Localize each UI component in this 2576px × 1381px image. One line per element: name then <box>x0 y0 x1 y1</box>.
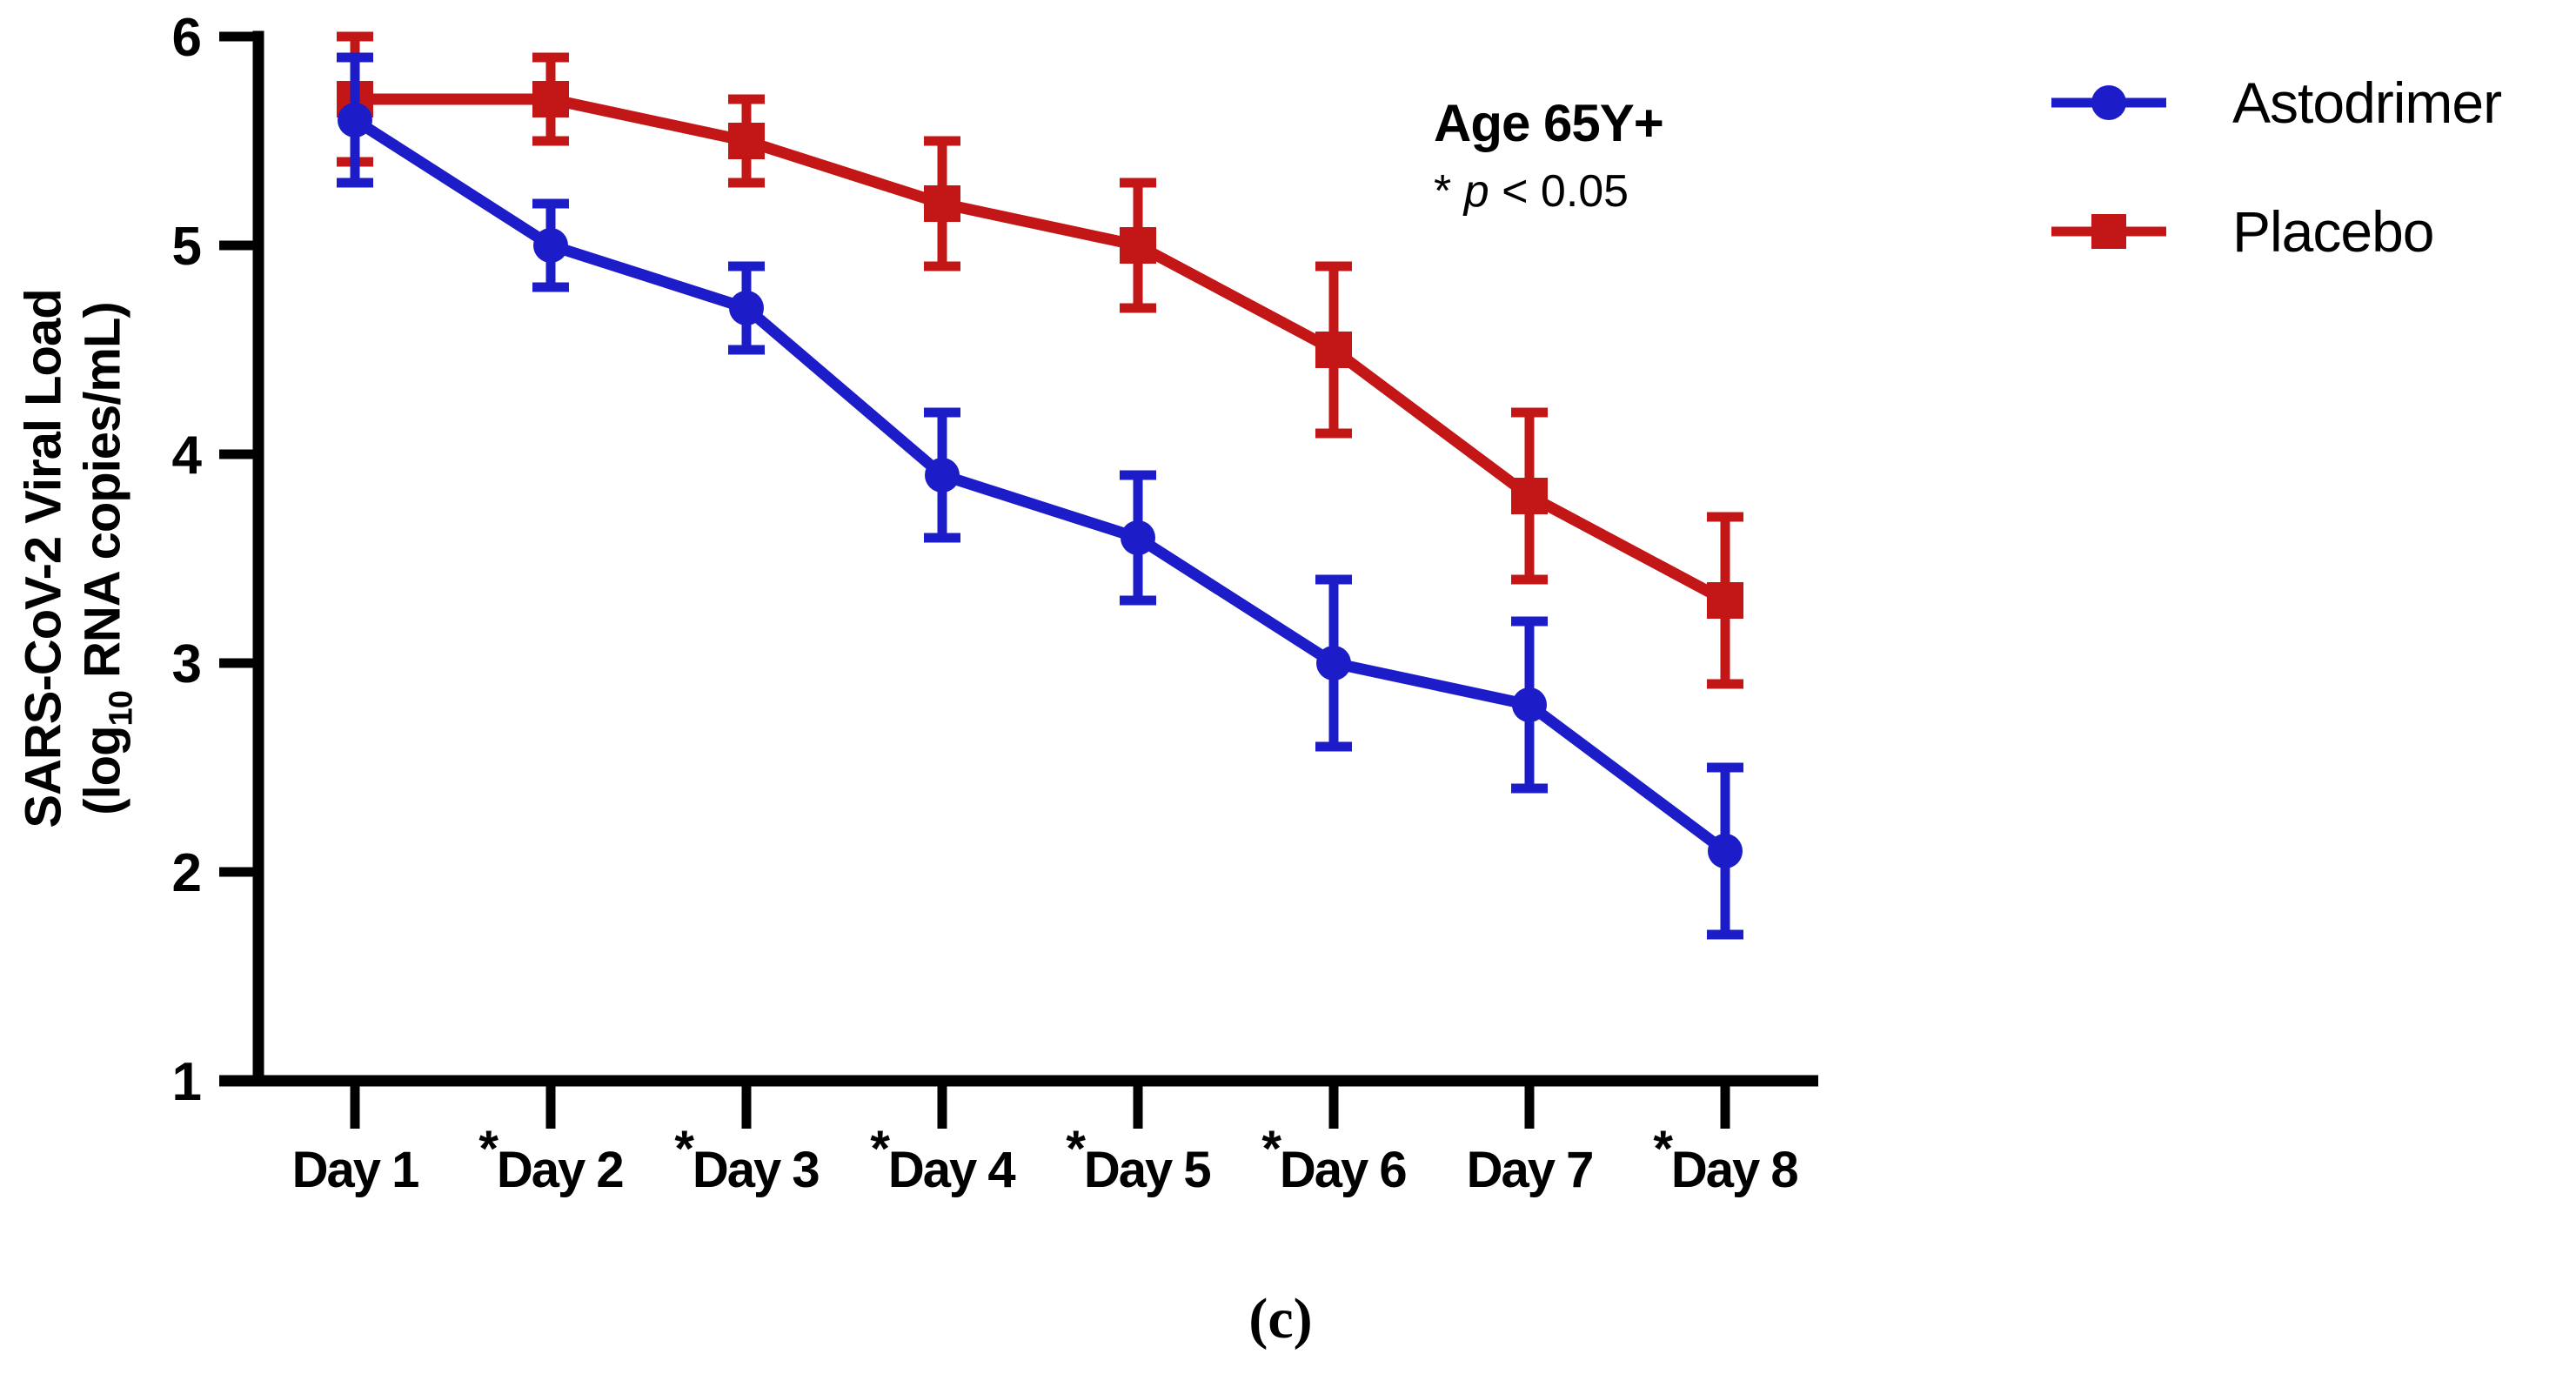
significance-star: * <box>478 1121 498 1177</box>
x-tick-label: *​Day 8 <box>1653 1121 1797 1198</box>
axes <box>219 30 1818 1087</box>
p-symbol: p <box>1463 166 1489 217</box>
y-ticks: 1 2 3 4 5 6 <box>172 8 258 1112</box>
y-axis-title-line2: (log10 RNA copies/mL) <box>74 302 140 815</box>
series-placebo <box>337 31 1743 689</box>
significance-star: * <box>1066 1121 1086 1177</box>
legend-label-astodrimer: Astodrimer <box>2232 70 2502 135</box>
figure-caption: (c) <box>1248 1287 1313 1351</box>
x-ticks: Day 1 *​Day 2 *​Day 3 *​Day 4 *​Day 5 *​Day 6… <box>292 1081 1799 1198</box>
series-astodrimer <box>337 52 1743 940</box>
y-tick-label: 5 <box>172 217 201 277</box>
y-tick-label: 2 <box>172 843 200 903</box>
x-tick-label: *​Day 2 <box>478 1121 622 1198</box>
p-threshold: < 0.05 <box>1502 166 1629 217</box>
marker-placebo-day-7 <box>1511 478 1548 514</box>
marker-astodrimer-day-4 <box>925 458 960 493</box>
y-tick-label: 4 <box>172 426 203 486</box>
astodrimer-marker-icon <box>2051 85 2166 120</box>
significance-star: * <box>1261 1121 1281 1177</box>
significance-star: * <box>1434 166 1452 217</box>
marker-astodrimer-day-7 <box>1512 687 1547 722</box>
legend-item-astodrimer: Astodrimer <box>2051 61 2502 144</box>
y-axis-title: SARS-CoV-2 Viral Load (log10 RNA copies/… <box>15 289 151 828</box>
marker-placebo-day-2 <box>532 81 569 117</box>
marker-astodrimer-day-1 <box>338 103 372 137</box>
y-axis-title-line1: SARS-CoV-2 Viral Load <box>15 289 72 828</box>
marker-astodrimer-day-5 <box>1121 520 1155 555</box>
significance-star: * <box>674 1121 694 1177</box>
x-tick-label: Day 7 <box>1467 1142 1593 1198</box>
y-tick-label: 6 <box>172 8 201 68</box>
marker-astodrimer-day-3 <box>729 291 764 325</box>
marker-astodrimer-day-2 <box>533 228 568 263</box>
x-tick-label: *​Day 4 <box>870 1121 1015 1198</box>
significance-note: * p < 0.05 <box>1434 169 1663 214</box>
x-tick-label: Day 1 <box>292 1142 419 1198</box>
x-tick-label: *​Day 5 <box>1066 1121 1210 1198</box>
marker-placebo-day-5 <box>1120 227 1156 264</box>
marker-astodrimer-day-6 <box>1316 646 1351 680</box>
marker-placebo-day-6 <box>1315 332 1352 368</box>
log-subscript: 10 <box>103 691 140 727</box>
legend-item-placebo: Placebo <box>2051 190 2501 273</box>
y-tick-label: 1 <box>172 1052 201 1112</box>
y-tick-label: 3 <box>172 634 201 694</box>
legend-label-placebo: Placebo <box>2232 199 2435 264</box>
x-tick-label: *​Day 3 <box>674 1121 819 1198</box>
marker-placebo-day-4 <box>924 185 960 222</box>
annotation-box: Age 65Y+ * p < 0.05 <box>1434 94 1664 215</box>
series-line-astodrimer <box>351 115 1729 856</box>
placebo-marker-icon <box>2051 214 2166 249</box>
significance-star: * <box>1653 1121 1673 1177</box>
legend: Astodrimer Placebo <box>2051 61 2502 318</box>
series-line-placebo <box>355 93 1729 606</box>
significance-star: * <box>870 1121 890 1177</box>
marker-astodrimer-day-8 <box>1708 834 1743 868</box>
marker-placebo-day-3 <box>728 123 765 159</box>
age-group-label: Age 65Y+ <box>1434 94 1664 152</box>
x-tick-label: *​Day 6 <box>1261 1121 1406 1198</box>
marker-placebo-day-8 <box>1707 582 1743 619</box>
